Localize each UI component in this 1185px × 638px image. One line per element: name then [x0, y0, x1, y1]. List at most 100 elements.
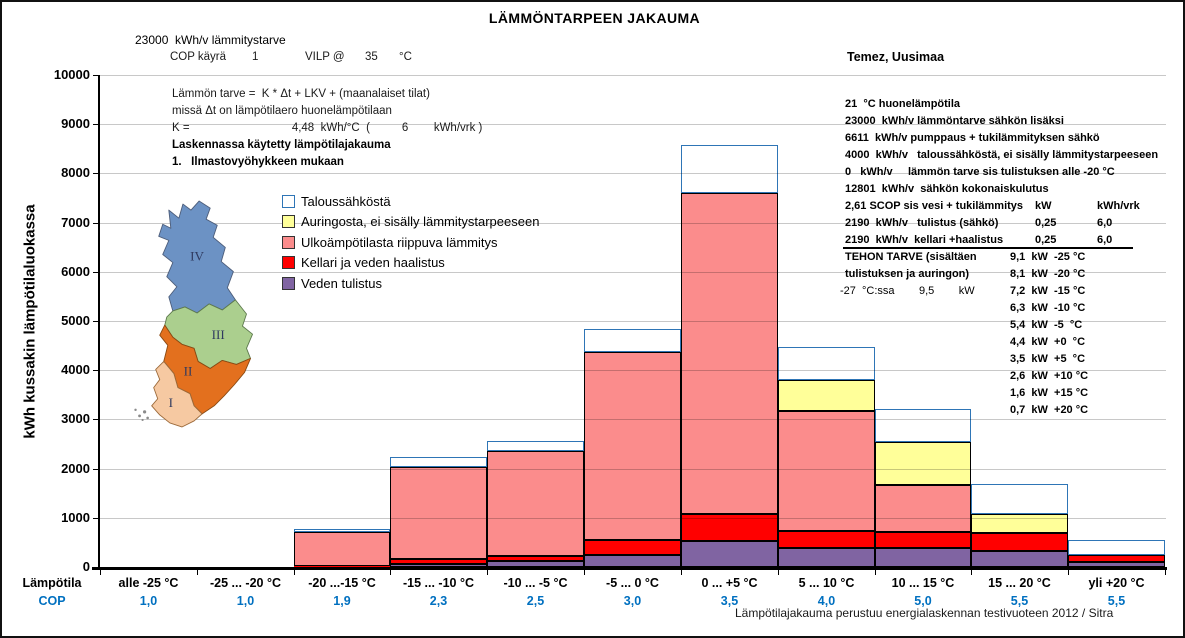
y-axis-label: 4000 — [61, 362, 90, 378]
bar-segment-veden — [681, 540, 778, 567]
x-category-label: -10 ... -5 °C — [503, 576, 568, 590]
power-table-row: 0,7 kW +20 °C — [1010, 404, 1089, 416]
map-zone-I — [151, 360, 203, 428]
vilp-label: VILP @ — [305, 51, 345, 63]
legend-label: Veden tulistus — [301, 275, 382, 291]
x-category-label: -15 ... -10 °C — [403, 576, 474, 590]
bar-segment-auringosta, — [778, 379, 875, 411]
legend-item: Veden tulistus — [282, 273, 382, 293]
x-category-label: -5 ... 0 °C — [606, 576, 659, 590]
y-axis-tick — [93, 75, 98, 76]
y-axis-tick — [93, 517, 98, 519]
cop-value: 1,0 — [236, 594, 255, 608]
cop-value: 5,5 — [1010, 594, 1029, 608]
legend-label: Taloussähköstä — [301, 193, 391, 209]
gridline — [100, 419, 1166, 421]
bar-segment-kellari — [875, 532, 971, 549]
power-table-row: 7,2 kW -15 °C — [1010, 285, 1086, 297]
power-table-row: 2,6 kW +10 °C — [1010, 370, 1089, 382]
legend-label: Auringosta, ei sisälly lämmitystarpeesee… — [301, 214, 540, 230]
info-line-text: -27 °C:ssa 9,5 kW — [840, 285, 975, 297]
x-category-label: 10 ... 15 °C — [891, 576, 955, 590]
y-axis-label: 2000 — [61, 460, 90, 476]
bar-segment-veden — [1068, 562, 1165, 567]
legend-label: Kellari ja veden haalistus — [301, 255, 445, 271]
gridline — [100, 124, 1166, 126]
power-table-row: 1,6 kW +15 °C — [1010, 387, 1089, 399]
legend-swatch — [282, 235, 295, 249]
bar-segment-veden — [778, 548, 875, 567]
info-line-text: 0 kWh/v lämmön tarve sis tulistuksen all… — [845, 166, 1115, 178]
cop-value: 1,0 — [139, 594, 158, 608]
formula-line: 1. Ilmastovyöhykkeen mukaan — [172, 156, 344, 168]
info-line-text: tulistuksen ja auringon) — [845, 268, 970, 280]
x-axis-tick — [197, 570, 198, 575]
info-line: 0 kWh/v lämmön tarve sis tulistuksen all… — [845, 166, 1183, 178]
info-line-text: 2,61 SCOP sis vesi + tukilämmitys — [845, 200, 1024, 212]
gridline — [100, 271, 1166, 273]
gridline — [100, 468, 1166, 470]
bar-segment-auringosta, — [875, 441, 971, 486]
info-line-text: 4000 kWh/v taloussähköstä, ei sisälly lä… — [845, 149, 1159, 161]
bar-segment-veden — [584, 555, 681, 567]
info-line: -27 °C:ssa 9,5 kW — [840, 285, 1183, 297]
bar-segment-taloussähköstä — [681, 144, 778, 193]
x-axis-tick — [100, 570, 101, 575]
map-zone-label-I: I — [169, 395, 173, 410]
cop-row-header: COP — [38, 594, 66, 608]
info-line: tulistuksen ja auringon) — [845, 268, 1183, 280]
gridline — [100, 75, 1166, 76]
bar-segment-taloussähköstä — [1068, 539, 1165, 555]
header-demand-line: 23000 kWh/v lämmitystarve — [135, 33, 286, 47]
info-col2: 6,0 — [1097, 234, 1113, 246]
y-axis-label: 5000 — [61, 313, 90, 328]
info-line-text: 6611 kWh/v pumppaus + tukilämmityksen sä… — [845, 132, 1100, 144]
gridline — [100, 222, 1166, 224]
info-line: 21 °C huonelämpötila — [845, 98, 1183, 110]
info-col2: 6,0 — [1097, 217, 1113, 229]
bar-segment-ulkoämpötilasta — [584, 352, 681, 540]
bar-segment-kellari — [584, 539, 681, 556]
y-axis-label: 3000 — [61, 411, 90, 427]
legend-item: Auringosta, ei sisälly lämmitystarpeesee… — [282, 212, 539, 232]
info-line: TEHON TARVE (sisältäen — [845, 251, 1183, 263]
bar-segment-veden — [487, 561, 584, 567]
y-axis-tick — [93, 468, 98, 470]
map-archipelago-dots — [134, 408, 149, 422]
x-axis-tick — [971, 570, 972, 575]
info-line-text: 2190 kWh/v kellari +haalistus — [845, 234, 1004, 246]
legend-item: Kellari ja veden haalistus — [282, 253, 445, 273]
y-axis-label: 6000 — [61, 263, 90, 279]
x-axis-tick — [390, 570, 391, 575]
bar-segment-taloussähköstä — [971, 484, 1068, 515]
gridline — [100, 321, 1166, 322]
cop-value: 5,0 — [914, 594, 932, 608]
legend-item: Ulkoämpötilasta riippuva lämmitys — [282, 232, 498, 252]
bar-segment-veden — [875, 548, 971, 567]
vilp-unit: °C — [399, 51, 412, 63]
y-axis-label: 9000 — [61, 116, 90, 132]
info-line: 6611 kWh/v pumppaus + tukilämmityksen sä… — [845, 132, 1183, 144]
x-category-label: 5 ... 10 °C — [798, 576, 855, 590]
x-axis-tick — [487, 570, 488, 575]
legend-item: Taloussähköstä — [282, 191, 391, 211]
legend-swatch — [282, 276, 295, 290]
cop-value: 4,0 — [817, 594, 836, 608]
cop-value: 1,9 — [333, 594, 351, 608]
x-axis-tick — [875, 570, 876, 575]
bar-segment-taloussähköstä — [875, 408, 971, 442]
x-axis-tick — [681, 570, 682, 575]
info-line-text: 12801 kWh/v sähkön kokonaiskulutus — [845, 183, 1049, 195]
x-axis-tick — [294, 570, 295, 575]
bar-segment-ulkoämpötilasta — [875, 485, 971, 533]
bar-segment-veden — [971, 551, 1068, 567]
y-axis-tick — [93, 567, 98, 568]
info-line-text: 23000 kWh/v lämmöntarve sähkön lisäksi — [845, 115, 1064, 127]
power-table-row: 6,3 kW -10 °C — [1010, 302, 1086, 314]
power-table-row: 8,1 kW -20 °C — [1010, 268, 1086, 280]
cop-curve-value: 1 — [252, 51, 259, 63]
info-col1: 0,25 — [1035, 234, 1057, 246]
y-axis-tick — [93, 370, 98, 372]
y-axis-tick — [93, 222, 98, 224]
bar-segment-ulkoämpötilasta — [390, 467, 487, 559]
